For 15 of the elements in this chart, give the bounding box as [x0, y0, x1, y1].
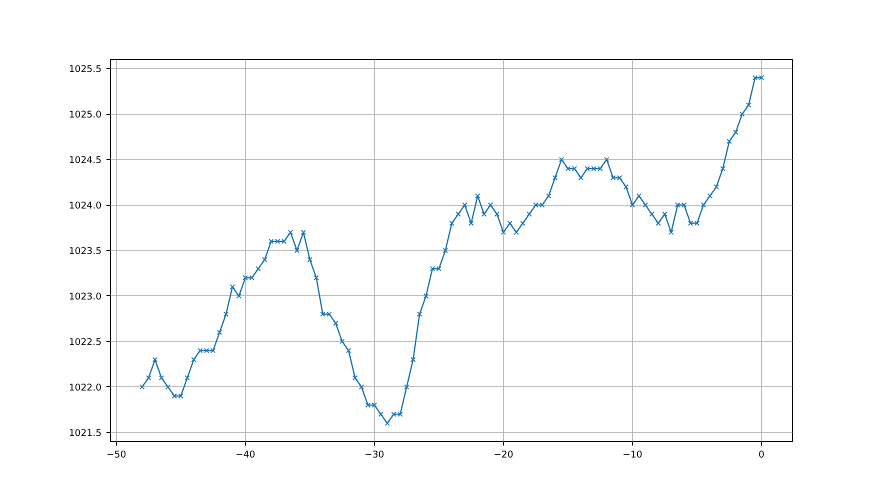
y-tick-label: 1023.0	[68, 291, 102, 302]
y-tick-label: 1025.0	[68, 110, 102, 121]
x-tick-label: −40	[236, 450, 256, 460]
y-tick-label: 1022.0	[68, 382, 102, 394]
x-tick-label: −30	[364, 450, 384, 460]
y-tick-label: 1021.5	[68, 428, 102, 439]
y-tick-label: 1023.5	[68, 246, 102, 257]
y-tick-label: 1024.0	[68, 200, 102, 212]
x-tick-label: −20	[494, 450, 514, 460]
x-tick-label: 0	[758, 450, 765, 460]
y-tick-label: 1025.5	[68, 64, 102, 76]
y-tick-label: 1022.5	[68, 336, 102, 348]
x-tick-label: −50	[106, 450, 126, 460]
y-tick-label: 1024.5	[68, 155, 102, 166]
x-tick-label: −10	[622, 450, 642, 460]
